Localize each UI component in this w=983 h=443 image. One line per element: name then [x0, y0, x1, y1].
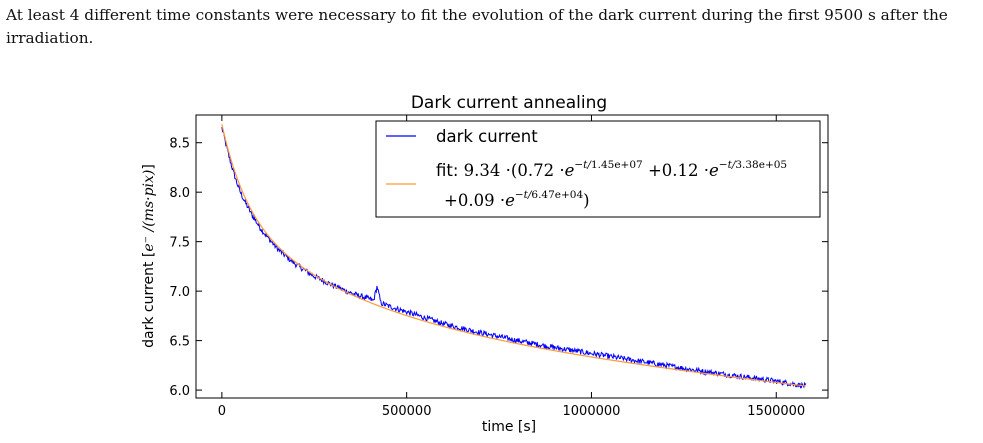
y-tick-label: 7.5 — [169, 236, 190, 251]
x-tick-label: 1500000 — [747, 404, 805, 419]
legend-label-fit-line2: +0.09 ·e−t/6.47e+04) — [444, 189, 590, 210]
plot-frame — [195, 114, 829, 399]
x-axis-label: time [s] — [482, 419, 536, 435]
legend: dark current fit: 9.34 ·(0.72 ·e−t/1.45e… — [375, 120, 821, 218]
series-fit-line — [221, 124, 806, 387]
y-tick-label: 6.0 — [169, 384, 190, 399]
legend-label-dark-current: dark current — [436, 127, 538, 146]
y-axis: 6.0 6.5 7.0 7.5 8.0 8.5 — [169, 137, 828, 399]
body-paragraph: At least 4 different time constants were… — [6, 6, 948, 47]
legend-label-fit-line1: fit: 9.34 ·(0.72 ·e−t/1.45e+07 +0.12 ·e−… — [436, 159, 787, 180]
legend-box — [375, 120, 821, 218]
y-tick-label: 8.0 — [169, 186, 190, 201]
chart-title: Dark current annealing — [411, 93, 607, 113]
y-axis-label: dark current [e⁻ /(ms·pix)] — [141, 164, 157, 348]
x-tick-label: 500000 — [382, 404, 432, 419]
x-tick-label: 1000000 — [563, 404, 621, 419]
x-axis: 0 500000 1000000 1500000 — [218, 115, 805, 419]
series-dark-current-line — [221, 126, 807, 389]
y-tick-label: 7.0 — [169, 285, 190, 300]
y-tick-label: 8.5 — [169, 137, 190, 152]
x-tick-label: 0 — [218, 404, 226, 419]
plot-area: 0 500000 1000000 1500000 6.0 6.5 7.0 7.5 8.0 8.5 — [169, 114, 829, 419]
y-tick-label: 6.5 — [169, 335, 190, 350]
